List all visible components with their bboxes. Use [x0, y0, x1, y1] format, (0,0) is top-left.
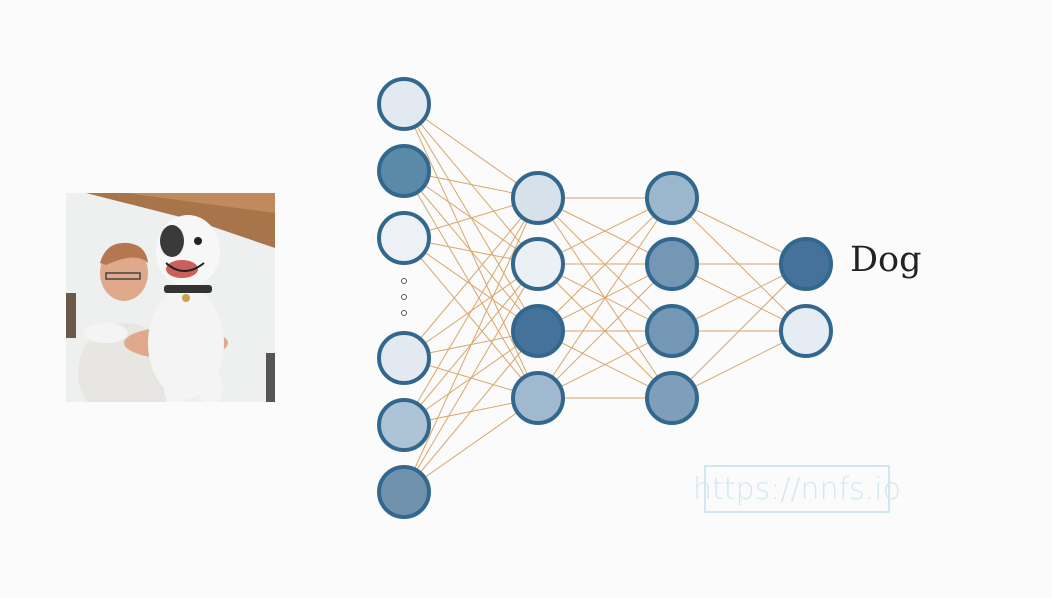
neuron-hidden2-2 [645, 304, 699, 358]
neuron-hidden1-2 [511, 304, 565, 358]
neurons [377, 77, 833, 519]
neuron-input-5 [377, 465, 431, 519]
connection-input-2-to-hidden1-2 [403, 237, 539, 332]
connection-hidden1-3-to-hidden2-0 [537, 197, 673, 399]
connection-input-5-to-hidden1-1 [403, 263, 539, 493]
connection-hidden2-3-to-output-0 [671, 263, 807, 399]
neuron-hidden1-3 [511, 371, 565, 425]
neuron-input-0 [377, 77, 431, 131]
neuron-output-0 [779, 237, 833, 291]
connection-hidden1-3-to-hidden2-1 [537, 263, 673, 399]
connection-input-4-to-hidden1-0 [403, 197, 539, 426]
neuron-input-4 [377, 398, 431, 452]
ellipsis-dot-2 [401, 310, 407, 316]
neuron-input-1 [377, 144, 431, 198]
connection-input-5-to-hidden1-2 [403, 330, 539, 493]
connection-hidden1-2-to-hidden2-0 [537, 197, 673, 332]
ellipsis-dot-0 [401, 278, 407, 284]
neuron-output-1 [779, 304, 833, 358]
neuron-input-3 [377, 331, 431, 385]
connection-input-2-to-hidden1-3 [403, 237, 539, 399]
photo-person-holding-dog [66, 193, 275, 402]
neuron-hidden2-1 [645, 237, 699, 291]
connection-input-5-to-hidden1-0 [403, 197, 539, 493]
neuron-hidden2-3 [645, 371, 699, 425]
connection-input-5-to-hidden1-3 [403, 397, 539, 493]
neuron-input-2 [377, 211, 431, 265]
connection-input-0-to-hidden1-0 [403, 103, 539, 199]
output-label-dog: Dog [850, 240, 922, 280]
connection-lines [403, 103, 807, 493]
neuron-hidden1-0 [511, 171, 565, 225]
watermark-url: https://nnfs.io [693, 465, 901, 513]
neuron-hidden1-1 [511, 237, 565, 291]
connection-input-3-to-hidden1-0 [403, 197, 539, 359]
neuron-hidden2-0 [645, 171, 699, 225]
ellipsis-dot-1 [401, 294, 407, 300]
